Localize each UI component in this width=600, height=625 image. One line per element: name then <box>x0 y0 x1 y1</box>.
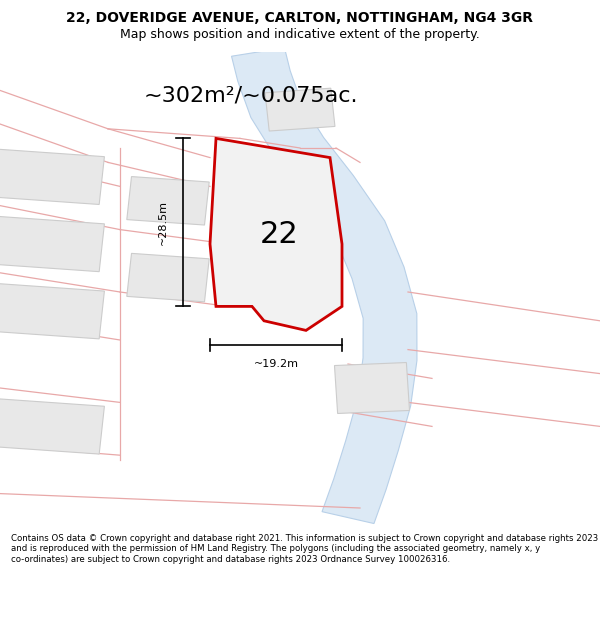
Text: 22, DOVERIDGE AVENUE, CARLTON, NOTTINGHAM, NG4 3GR: 22, DOVERIDGE AVENUE, CARLTON, NOTTINGHA… <box>67 11 533 26</box>
Polygon shape <box>232 48 417 524</box>
Polygon shape <box>210 138 342 331</box>
Polygon shape <box>0 284 104 339</box>
Text: ~302m²/~0.075ac.: ~302m²/~0.075ac. <box>144 85 359 105</box>
Text: 22: 22 <box>260 220 298 249</box>
Polygon shape <box>127 177 209 225</box>
Polygon shape <box>0 399 104 454</box>
Polygon shape <box>265 88 335 131</box>
Text: Map shows position and indicative extent of the property.: Map shows position and indicative extent… <box>120 28 480 41</box>
Polygon shape <box>127 253 209 302</box>
Text: ~28.5m: ~28.5m <box>158 200 168 245</box>
Text: Contains OS data © Crown copyright and database right 2021. This information is : Contains OS data © Crown copyright and d… <box>11 534 598 564</box>
Polygon shape <box>0 216 104 272</box>
Text: ~19.2m: ~19.2m <box>254 359 299 369</box>
Polygon shape <box>334 362 410 414</box>
Polygon shape <box>0 149 104 204</box>
